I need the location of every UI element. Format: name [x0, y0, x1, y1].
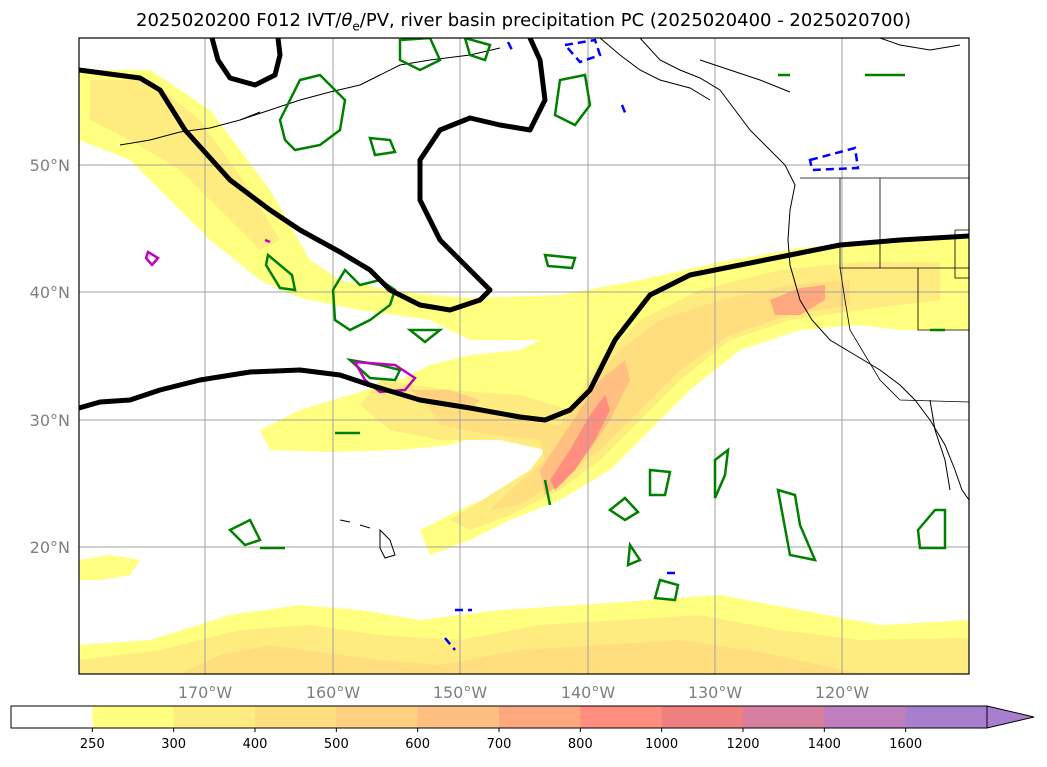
- lat-tick-labels: 50°N 40°N 30°N 20°N: [30, 156, 70, 557]
- colorbar: 250 300 400 500 600 700 800 1000 1200 1400 1600: [10, 705, 1035, 752]
- colorbar-labels: 250 300 400 500 600 700 800 1000 1200 1400 1600: [80, 728, 922, 752]
- colorbar-tick-label: 800: [568, 737, 593, 752]
- pv-contours: [79, 38, 969, 423]
- ivt-plume-400: [420, 280, 850, 510]
- lon-tick-label: 150°W: [433, 683, 488, 702]
- ivt-west-patch: [79, 555, 140, 580]
- borders: [800, 177, 969, 403]
- map-border: [78, 37, 970, 675]
- colorbar-tick-label: 1200: [726, 737, 759, 752]
- lon-tick-label: 170°W: [178, 683, 233, 702]
- lat-tick-label: 30°N: [30, 411, 70, 430]
- lat-tick-label: 50°N: [30, 156, 70, 175]
- colorbar-tick-label: 1600: [889, 737, 922, 752]
- colorbar-tick-label: 700: [487, 737, 512, 752]
- colorbar-tick-label: 400: [243, 737, 268, 752]
- colorbar-segment: [11, 706, 93, 728]
- colorbar-tick-label: 500: [324, 737, 349, 752]
- lat-tick-label: 40°N: [30, 283, 70, 302]
- colorbar-segment: [173, 706, 256, 728]
- colorbar-segment: [824, 706, 907, 728]
- graticule: [79, 38, 969, 674]
- colorbar-segment: [255, 706, 337, 728]
- precip-pc-negative-contours: [444, 38, 860, 651]
- colorbar-segment: [905, 706, 988, 728]
- colorbar-tick-label: 1400: [808, 737, 841, 752]
- lon-tick-label: 140°W: [561, 683, 616, 702]
- lon-tick-label: 120°W: [815, 683, 870, 702]
- colorbar-extend-arrow: [986, 705, 1035, 729]
- colorbar-tick-label: 1000: [645, 737, 678, 752]
- colorbar-segment: [661, 706, 744, 728]
- colorbar-segment: [580, 706, 663, 728]
- theta-e-contours: [144, 238, 417, 394]
- colorbar-segments: [11, 706, 988, 728]
- lat-tick-label: 20°N: [30, 538, 70, 557]
- ivt-plume-800: [550, 395, 610, 490]
- colorbar-segment: [92, 706, 175, 728]
- ivt-plume-250: [79, 70, 969, 555]
- colorbar-tick-label: 300: [161, 737, 186, 752]
- colorbar-segment: [499, 706, 581, 728]
- lon-tick-labels: 170°W 160°W 150°W 140°W 130°W 120°W: [178, 683, 870, 702]
- lon-tick-label: 160°W: [306, 683, 361, 702]
- colorbar-tick-label: 250: [80, 737, 105, 752]
- ivt-south-band-400: [180, 640, 860, 674]
- lon-tick-label: 130°W: [688, 683, 743, 702]
- map-title: 2025020200 F012 IVT/θe/PV, river basin p…: [136, 10, 911, 34]
- colorbar-segment: [336, 706, 419, 728]
- colorbar-segment: [417, 706, 500, 728]
- colorbar-segment: [743, 706, 825, 728]
- colorbar-tick-label: 600: [405, 737, 430, 752]
